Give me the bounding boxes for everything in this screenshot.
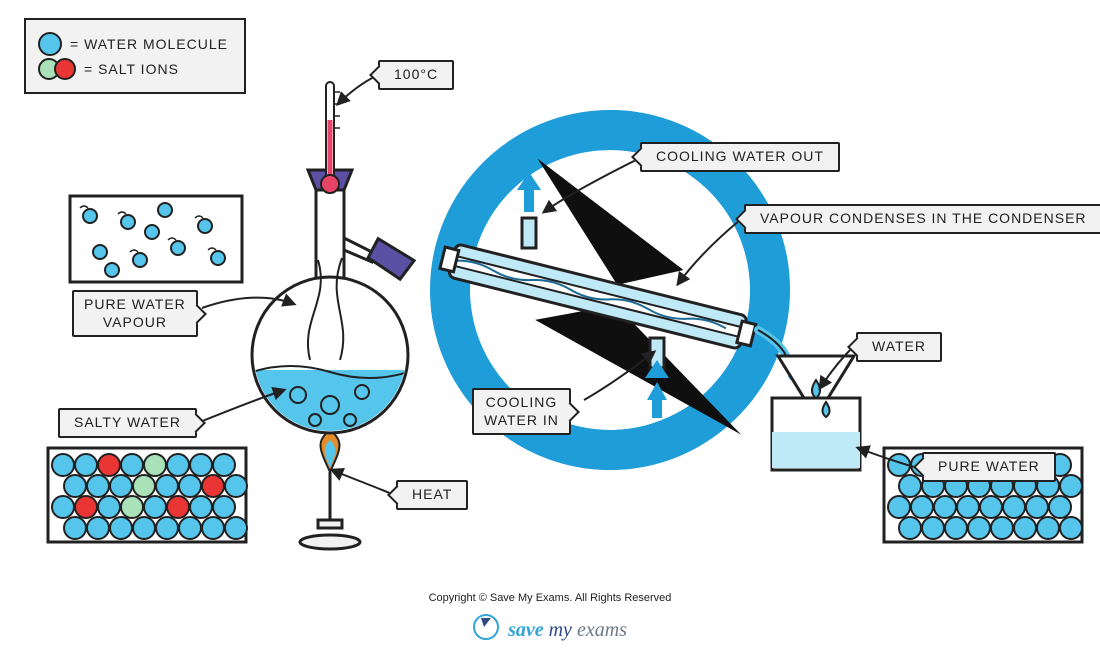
temp-label: 100°C (394, 66, 438, 82)
salt-ions-icon (38, 58, 76, 80)
tag-pure-vapour: PURE WATER VAPOUR (72, 290, 198, 337)
water-molecule-icon (38, 32, 62, 56)
heat-label: HEAT (412, 486, 452, 502)
diagram-stage: = WATER MOLECULE = SALT IONS 100°C COOLI… (0, 0, 1100, 657)
brand-seg-1: save (508, 619, 544, 641)
tag-cooling-in: COOLING WATER IN (472, 388, 571, 435)
tag-pure-water: PURE WATER (922, 452, 1056, 482)
burner (300, 430, 360, 549)
tag-temp: 100°C (378, 60, 454, 90)
salty-box (48, 448, 247, 542)
legend-salt-label: = SALT IONS (84, 61, 179, 77)
flask (250, 170, 416, 450)
tag-water: WATER (856, 332, 942, 362)
cooling-in-label-1: COOLING (486, 394, 558, 410)
tag-condense: VAPOUR CONDENSES IN THE CONDENSER (744, 204, 1100, 234)
tag-cooling-out: COOLING WATER OUT (640, 142, 840, 172)
brand-seg-2: my (549, 619, 572, 641)
cooling-out-label: COOLING WATER OUT (656, 148, 824, 164)
condense-label: VAPOUR CONDENSES IN THE CONDENSER (760, 210, 1087, 226)
vapour-box (70, 196, 242, 282)
tag-heat: HEAT (396, 480, 468, 510)
brand-bolt-icon (473, 614, 499, 640)
beaker (772, 356, 860, 472)
legend-water-label: = WATER MOLECULE (70, 36, 228, 52)
legend-box: = WATER MOLECULE = SALT IONS (24, 18, 246, 94)
tag-salty-water: SALTY WATER (58, 408, 197, 438)
brand-logo: save my exams (0, 614, 1100, 642)
copyright-text: Copyright © Save My Exams. All Rights Re… (0, 592, 1100, 604)
salty-water-label: SALTY WATER (74, 414, 181, 430)
pure-vapour-label-1: PURE WATER (84, 296, 186, 312)
water-label: WATER (872, 338, 926, 354)
brand-seg-3: exams (577, 619, 627, 641)
pure-vapour-label-2: VAPOUR (103, 314, 167, 330)
pure-water-label: PURE WATER (938, 458, 1040, 474)
cooling-in-label-2: WATER IN (484, 412, 559, 428)
